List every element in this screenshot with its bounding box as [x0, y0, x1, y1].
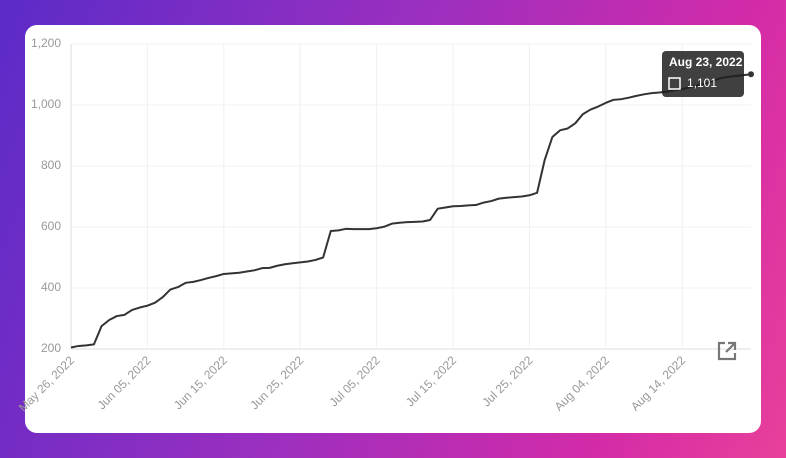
y-tick-label: 600 — [41, 219, 61, 233]
y-tick-label: 200 — [41, 341, 61, 355]
x-tick-label: May 26, 2022 — [16, 353, 78, 415]
x-tick-label: Jun 25, 2022 — [247, 353, 306, 412]
x-tick-label: Jul 05, 2022 — [327, 353, 383, 409]
tooltip-swatch — [668, 77, 681, 90]
hover-point — [748, 71, 754, 78]
y-tick-label: 800 — [41, 158, 61, 172]
icon-arrow — [725, 341, 737, 353]
x-tick-label: Aug 04, 2022 — [552, 353, 613, 414]
tooltip-title: Aug 23, 2022 — [669, 55, 743, 69]
y-tick-label: 1,000 — [31, 97, 61, 111]
x-tick-label: Jul 25, 2022 — [479, 353, 535, 409]
x-tick-label: Jun 15, 2022 — [171, 353, 230, 412]
y-tick-label: 1,200 — [31, 36, 61, 50]
tooltip: Aug 23, 2022 1,101 — [662, 51, 744, 97]
tooltip-value: 1,101 — [687, 76, 717, 90]
x-tick-label: Jul 15, 2022 — [403, 353, 459, 409]
line — [70, 73, 752, 349]
open-icon[interactable] — [717, 341, 737, 361]
icon-box — [717, 341, 737, 361]
x-tick-label: Aug 14, 2022 — [628, 353, 689, 414]
x-tick-label: Jun 05, 2022 — [95, 353, 154, 412]
tooltip-box — [662, 51, 744, 97]
y-tick-label: 400 — [41, 280, 61, 294]
